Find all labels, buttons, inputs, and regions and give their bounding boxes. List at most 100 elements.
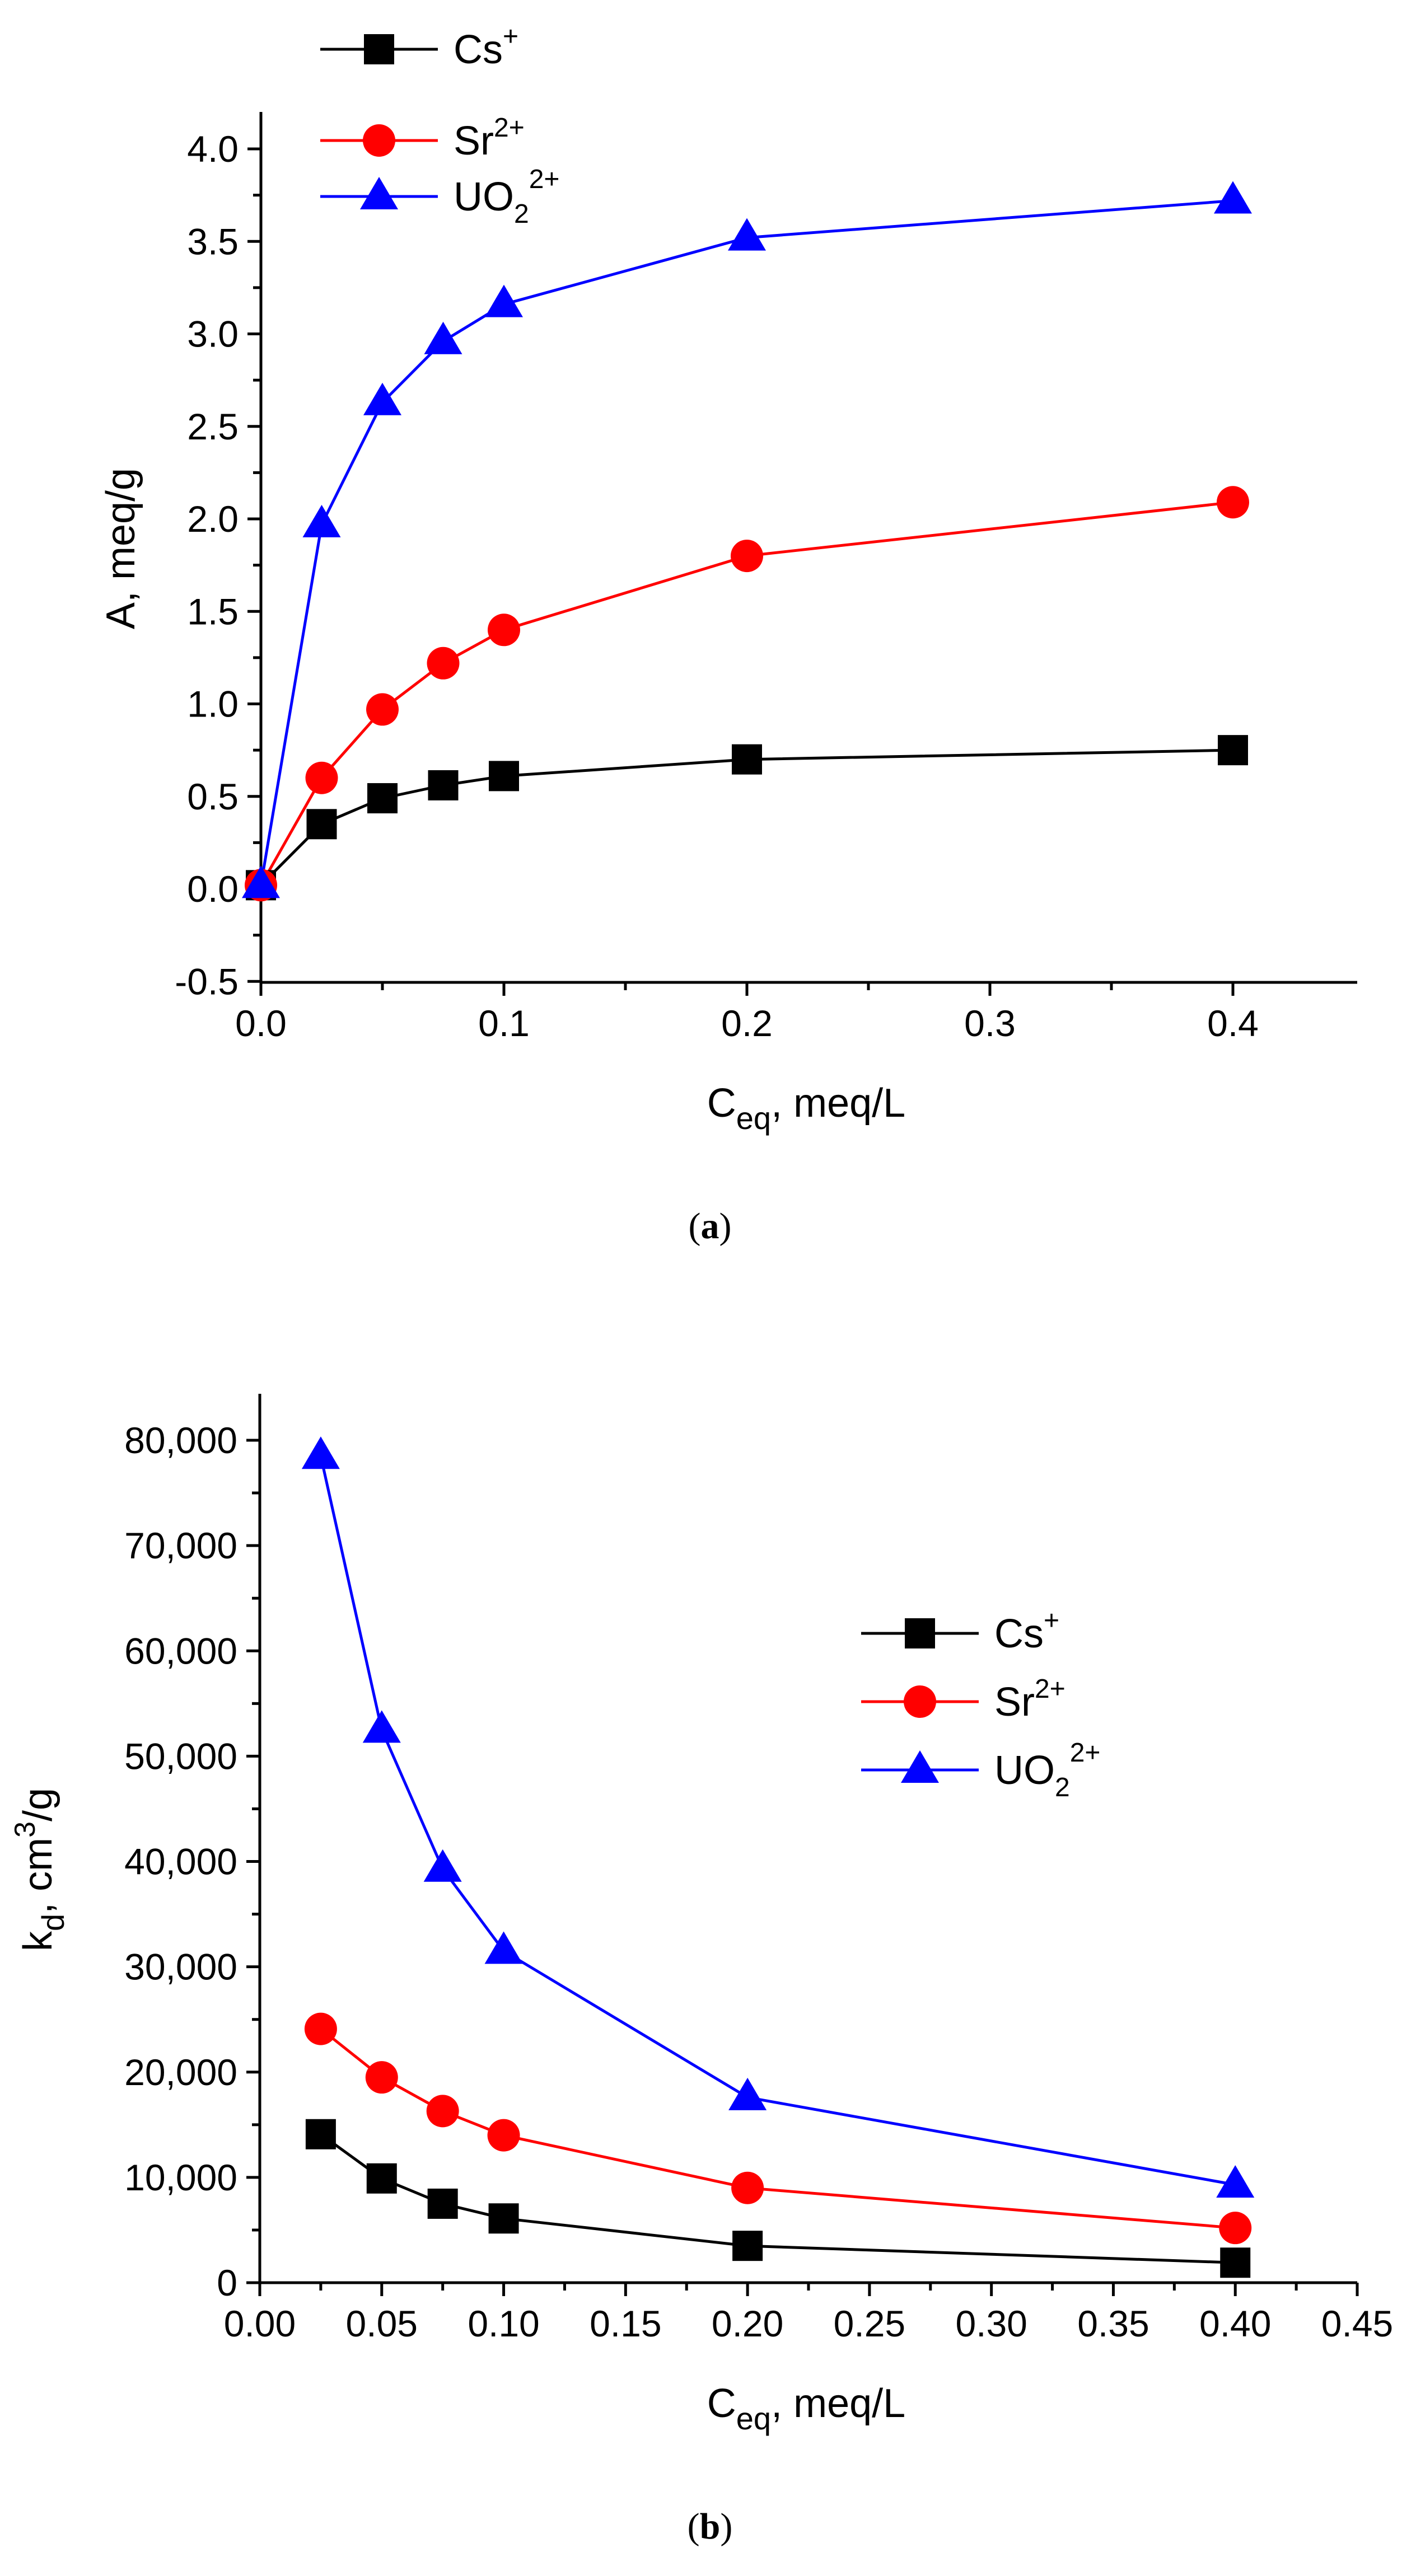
chart-b-y-tick-label: 50,000 <box>124 1735 237 1777</box>
caption-a: (a) <box>689 1206 732 1247</box>
chart-b-y-tick-label: 80,000 <box>124 1420 237 1461</box>
chart-a-point-uo2 <box>424 321 462 354</box>
chart-a-point-uo2 <box>485 284 523 317</box>
chart-b-x-tick-label: 0.45 <box>1321 2303 1393 2344</box>
chart-b-point-uo2 <box>1216 2165 1255 2198</box>
chart-a-y-tick-label: 4.0 <box>187 128 239 170</box>
chart-b-y-tick-label: 10,000 <box>124 2157 237 2198</box>
chart-b-point-uo2 <box>423 1849 462 1882</box>
chart-b-x-tick-label: 0.05 <box>346 2303 418 2344</box>
chart-b-legend-marker-uo2 <box>901 1750 939 1783</box>
chart-b-line-uo2 <box>319 1455 1236 2186</box>
chart-a-x-tick-label: 0.0 <box>235 1003 287 1044</box>
chart-a-point-cs <box>1218 735 1248 766</box>
chart-b-line-cs <box>320 2133 1236 2264</box>
chart-b-point-uo2 <box>301 1436 340 1469</box>
chart-b-point-sr <box>731 2171 764 2204</box>
chart-b-x-ticks: 0.00 0.05 0.10 0.15 0.20 0.25 0.30 0.35 0.40 0.45 <box>224 2283 1393 2344</box>
chart-b-legend: Cs+ Sr2+ UO22+ <box>861 1606 1100 1802</box>
chart-b-point-sr <box>487 2119 520 2152</box>
chart-b-point-cs <box>427 2188 458 2219</box>
chart-b: 0.00 0.05 0.10 0.15 0.20 0.25 0.30 0.35 0.40 0.45… <box>9 1394 1393 2547</box>
chart-b-x-tick-label: 0.35 <box>1077 2303 1149 2344</box>
chart-b-legend-marker-cs <box>905 1618 935 1648</box>
chart-a-legend-marker-cs <box>364 34 394 64</box>
chart-a-legend: Cs+ Sr2+ UO22+ <box>320 22 559 229</box>
chart-a-point-cs <box>428 770 459 800</box>
chart-b-point-cs <box>1220 2247 1251 2278</box>
chart-a-point-uo2 <box>728 218 766 251</box>
chart-b-legend-marker-sr <box>904 1685 936 1718</box>
chart-b-point-uo2 <box>484 1931 523 1964</box>
chart-b-x-tick-label: 0.10 <box>468 2303 539 2344</box>
caption-b: (b) <box>688 2506 733 2547</box>
chart-a-y-tick-label: 2.0 <box>187 498 239 540</box>
chart-b-x-tick-label: 0.25 <box>834 2303 905 2344</box>
chart-b-point-uo2 <box>728 2077 767 2110</box>
chart-b-legend-item-sr: Sr2+ <box>861 1674 1065 1725</box>
chart-a-point-uo2 <box>242 865 280 898</box>
chart-a-x-ticks: 0.0 0.1 0.2 0.3 0.4 <box>235 982 1259 1044</box>
chart-b-legend-label-uo2: UO22+ <box>994 1738 1100 1802</box>
chart-b-y-tick-label: 60,000 <box>124 1630 237 1671</box>
chart-b-legend-label-cs: Cs+ <box>994 1606 1059 1656</box>
chart-a-y-tick-label: 1.5 <box>187 591 239 632</box>
chart-a-x-axis-title: Ceq, meq/L <box>707 1081 905 1136</box>
chart-b-point-cs <box>732 2231 763 2261</box>
chart-a-point-uo2 <box>363 382 401 415</box>
chart-a-point-sr <box>366 693 399 726</box>
chart-a-y-tick-label: 1.0 <box>187 683 239 725</box>
chart-b-point-sr <box>365 2061 398 2094</box>
chart-a-axes <box>259 112 1357 984</box>
chart-a-y-tick-label: 2.5 <box>187 406 239 447</box>
chart-a-point-uo2 <box>302 504 341 537</box>
chart-b-legend-label-sr: Sr2+ <box>994 1674 1065 1725</box>
chart-a-legend-item-uo2: UO22+ <box>320 165 559 229</box>
chart-b-x-tick-label: 0.20 <box>712 2303 783 2344</box>
chart-a-point-cs <box>732 744 762 775</box>
chart-b-point-uo2 <box>362 1710 401 1743</box>
chart-b-y-tick-label: 0 <box>217 2262 237 2303</box>
chart-b-point-cs <box>366 2163 397 2194</box>
chart-b-point-sr <box>1219 2212 1252 2245</box>
chart-a-point-uo2 <box>1214 181 1252 214</box>
chart-a-x-tick-label: 0.3 <box>964 1003 1016 1044</box>
chart-b-y-tick-label: 70,000 <box>124 1525 237 1566</box>
chart-b-y-tick-label: 20,000 <box>124 2052 237 2093</box>
chart-b-axes <box>258 1394 1357 2284</box>
chart-a-x-tick-label: 0.1 <box>478 1003 530 1044</box>
chart-a-point-sr <box>427 647 460 680</box>
chart-a-y-tick-label: 0.5 <box>187 776 239 817</box>
chart-a: 0.0 0.1 0.2 0.3 0.4 -0.50.00.51.01.52.02.53.… <box>99 22 1357 1247</box>
chart-b-legend-item-cs: Cs+ <box>861 1606 1059 1656</box>
chart-a-point-cs <box>306 809 337 840</box>
chart-a-point-cs <box>489 761 519 791</box>
chart-b-point-sr <box>426 2095 459 2128</box>
chart-b-y-tick-label: 40,000 <box>124 1841 237 1882</box>
chart-b-x-tick-label: 0.30 <box>955 2303 1027 2344</box>
chart-a-point-sr <box>488 613 520 647</box>
chart-a-point-sr <box>731 540 763 573</box>
chart-a-legend-label-sr: Sr2+ <box>454 113 525 163</box>
chart-a-legend-item-cs: Cs+ <box>320 22 518 72</box>
chart-a-y-ticks: -0.5 0.0 0.5 1.0 1.5 2.0 2.5 3.0 3.5 4.0 <box>175 128 261 1002</box>
chart-a-legend-label-cs: Cs+ <box>454 22 518 72</box>
chart-a-point-cs <box>367 783 398 814</box>
chart-a-x-tick-label: 0.4 <box>1207 1003 1259 1044</box>
chart-b-x-tick-label: 0.40 <box>1199 2303 1271 2344</box>
chart-a-legend-item-sr: Sr2+ <box>320 113 525 163</box>
chart-b-x-axis-title: Ceq, meq/L <box>707 2381 905 2436</box>
chart-b-y-ticks: 0 10,000 20,000 30,000 40,000 50,000 60,000 70,… <box>124 1420 260 2303</box>
chart-b-y-tick-label: 30,000 <box>124 1946 237 1988</box>
chart-a-legend-marker-sr <box>363 124 395 157</box>
chart-a-legend-marker-uo2 <box>360 177 398 209</box>
chart-b-y-axis-title: kd, cm3/g <box>9 1788 71 1951</box>
chart-a-series <box>242 181 1252 902</box>
chart-b-point-cs <box>488 2203 519 2234</box>
chart-b-line-sr <box>320 2027 1236 2230</box>
chart-b-point-cs <box>305 2119 336 2149</box>
chart-a-y-tick-label: 0.0 <box>187 868 239 910</box>
chart-b-legend-item-uo2: UO22+ <box>861 1738 1100 1802</box>
chart-a-y-tick-label: 3.5 <box>187 221 239 262</box>
